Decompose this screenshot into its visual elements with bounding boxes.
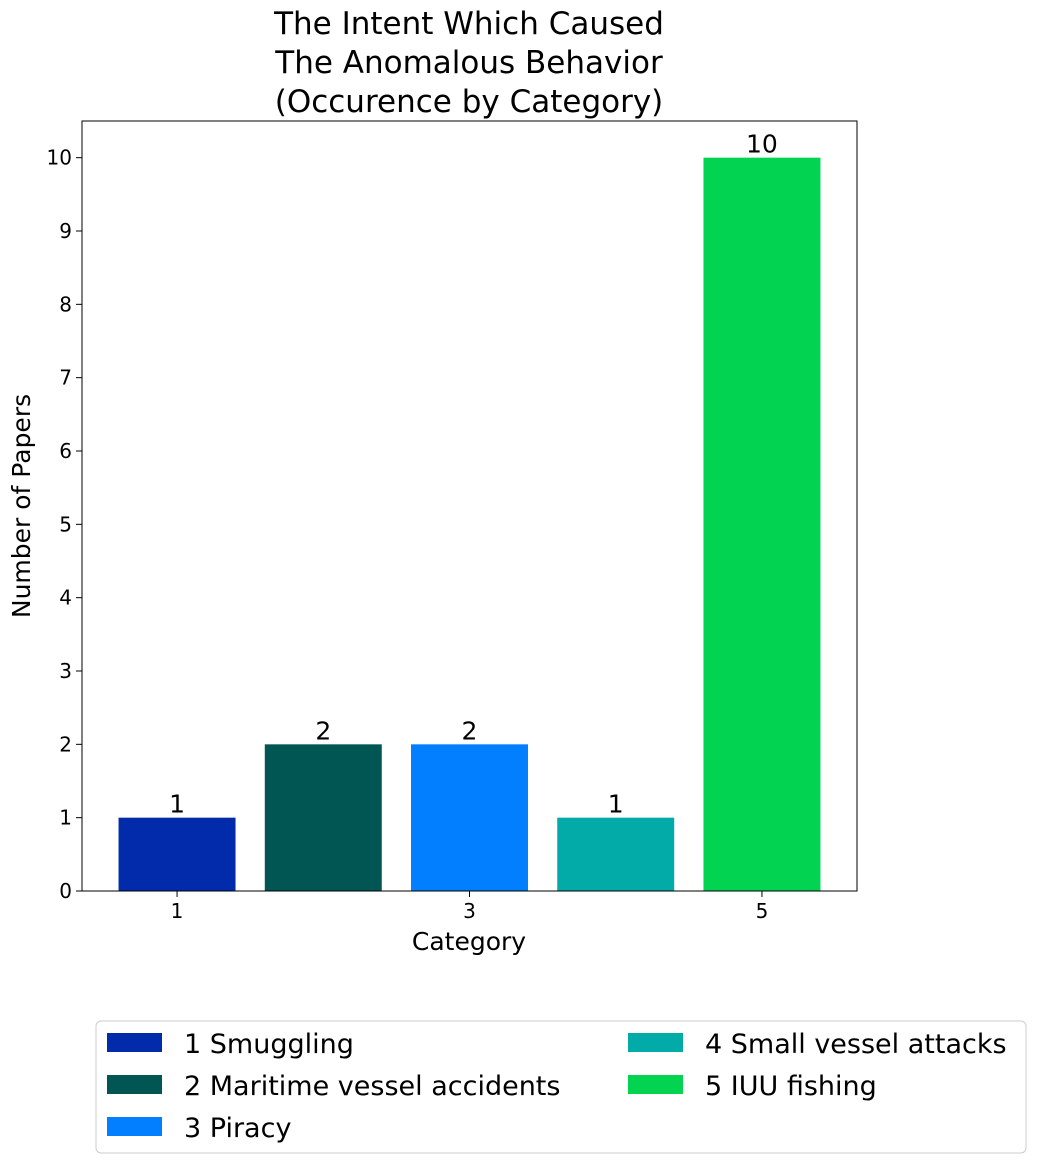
chart-title-line-1: The Intent Which Caused <box>273 6 664 42</box>
x-axis-label: Category <box>412 927 526 956</box>
data-label-category-4: 1 <box>608 790 624 819</box>
legend: 1 Smuggling 2 Maritime vessel accidents 3 … <box>95 1020 1027 1154</box>
chart-title: The Intent Which Caused The Anomalous Be… <box>273 6 664 120</box>
legend-label-4: 4 Small vessel attacks <box>705 1029 1007 1060</box>
bar-category-1 <box>118 817 236 891</box>
y-tick-label: 9 <box>59 219 72 243</box>
legend-swatch-3 <box>107 1117 162 1136</box>
y-axis-label: Number of Papers <box>7 394 36 618</box>
x-axis-ticks: 1 3 5 <box>171 891 769 923</box>
y-tick-label: 4 <box>59 586 72 610</box>
legend-label-1: 1 Smuggling <box>184 1029 354 1060</box>
x-tick-label: 3 <box>463 899 476 923</box>
legend-label-2: 2 Maritime vessel accidents <box>184 1071 560 1102</box>
y-tick-label: 0 <box>59 879 72 903</box>
legend-label-3: 3 Piracy <box>184 1113 291 1144</box>
bar-category-4 <box>557 817 675 891</box>
data-label-category-1: 1 <box>169 790 185 819</box>
data-label-category-5: 10 <box>746 130 778 159</box>
x-tick-label: 1 <box>171 899 184 923</box>
y-tick-label: 8 <box>59 292 72 316</box>
y-tick-label: 1 <box>59 806 72 830</box>
data-label-category-2: 2 <box>315 716 331 745</box>
y-tick-label: 3 <box>59 659 72 683</box>
legend-box <box>95 1020 1027 1154</box>
bars-group <box>118 157 821 891</box>
y-tick-label: 2 <box>59 732 72 756</box>
bar-category-5 <box>703 157 821 891</box>
chart-title-line-2: The Anomalous Behavior <box>274 45 663 81</box>
legend-swatch-5 <box>628 1075 683 1094</box>
x-tick-label: 5 <box>756 899 769 923</box>
chart-title-line-3: (Occurence by Category) <box>275 84 664 120</box>
y-tick-label: 6 <box>59 439 72 463</box>
legend-swatch-4 <box>628 1033 683 1052</box>
legend-label-5: 5 IUU fishing <box>705 1071 877 1102</box>
legend-swatch-1 <box>107 1033 162 1052</box>
y-tick-label: 10 <box>47 146 72 170</box>
data-labels-group: 1 2 2 1 10 <box>169 130 778 819</box>
bar-category-2 <box>264 744 382 891</box>
data-label-category-3: 2 <box>462 716 478 745</box>
bar-category-3 <box>411 744 528 891</box>
y-axis-ticks: 0 1 2 3 4 5 6 7 8 9 10 <box>47 146 82 903</box>
y-tick-label: 5 <box>59 512 72 536</box>
y-tick-label: 7 <box>59 366 72 390</box>
legend-swatch-2 <box>107 1075 162 1094</box>
